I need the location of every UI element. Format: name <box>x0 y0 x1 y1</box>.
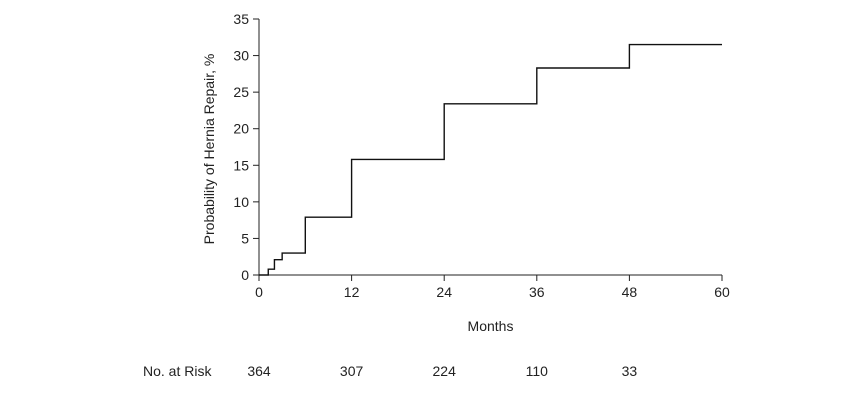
x-tick-label-60: 60 <box>714 284 730 300</box>
y-axis-label: Probability of Hernia Repair, % <box>201 54 217 245</box>
risk-table: No. at Risk 364 307 224 110 33 <box>143 363 637 379</box>
y-tick-label-5: 5 <box>241 230 249 246</box>
y-tick-label-25: 25 <box>233 84 249 100</box>
risk-count-36: 110 <box>526 363 549 379</box>
x-tick-label-0: 0 <box>255 284 263 300</box>
y-tick-label-30: 30 <box>233 48 249 64</box>
risk-count-24: 224 <box>433 363 457 379</box>
x-tick-label-36: 36 <box>529 284 545 300</box>
risk-count-0: 364 <box>247 363 271 379</box>
x-axis-label: Months <box>468 318 514 334</box>
x-tick-label-24: 24 <box>436 284 452 300</box>
y-tick-label-35: 35 <box>233 11 249 27</box>
risk-count-12: 307 <box>340 363 364 379</box>
risk-table-label: No. at Risk <box>143 363 212 379</box>
y-tick-label-20: 20 <box>233 121 249 137</box>
x-tick-label-48: 48 <box>622 284 638 300</box>
y-axis: 0 5 10 15 20 25 30 35 <box>233 11 260 283</box>
y-tick-label-0: 0 <box>241 267 249 283</box>
x-axis: 0 12 24 36 48 60 <box>255 274 730 300</box>
y-tick-label-15: 15 <box>233 157 249 173</box>
risk-count-48: 33 <box>622 363 638 379</box>
cumulative-incidence-step-line <box>259 43 722 276</box>
y-tick-label-10: 10 <box>233 194 249 210</box>
x-tick-label-12: 12 <box>344 284 360 300</box>
